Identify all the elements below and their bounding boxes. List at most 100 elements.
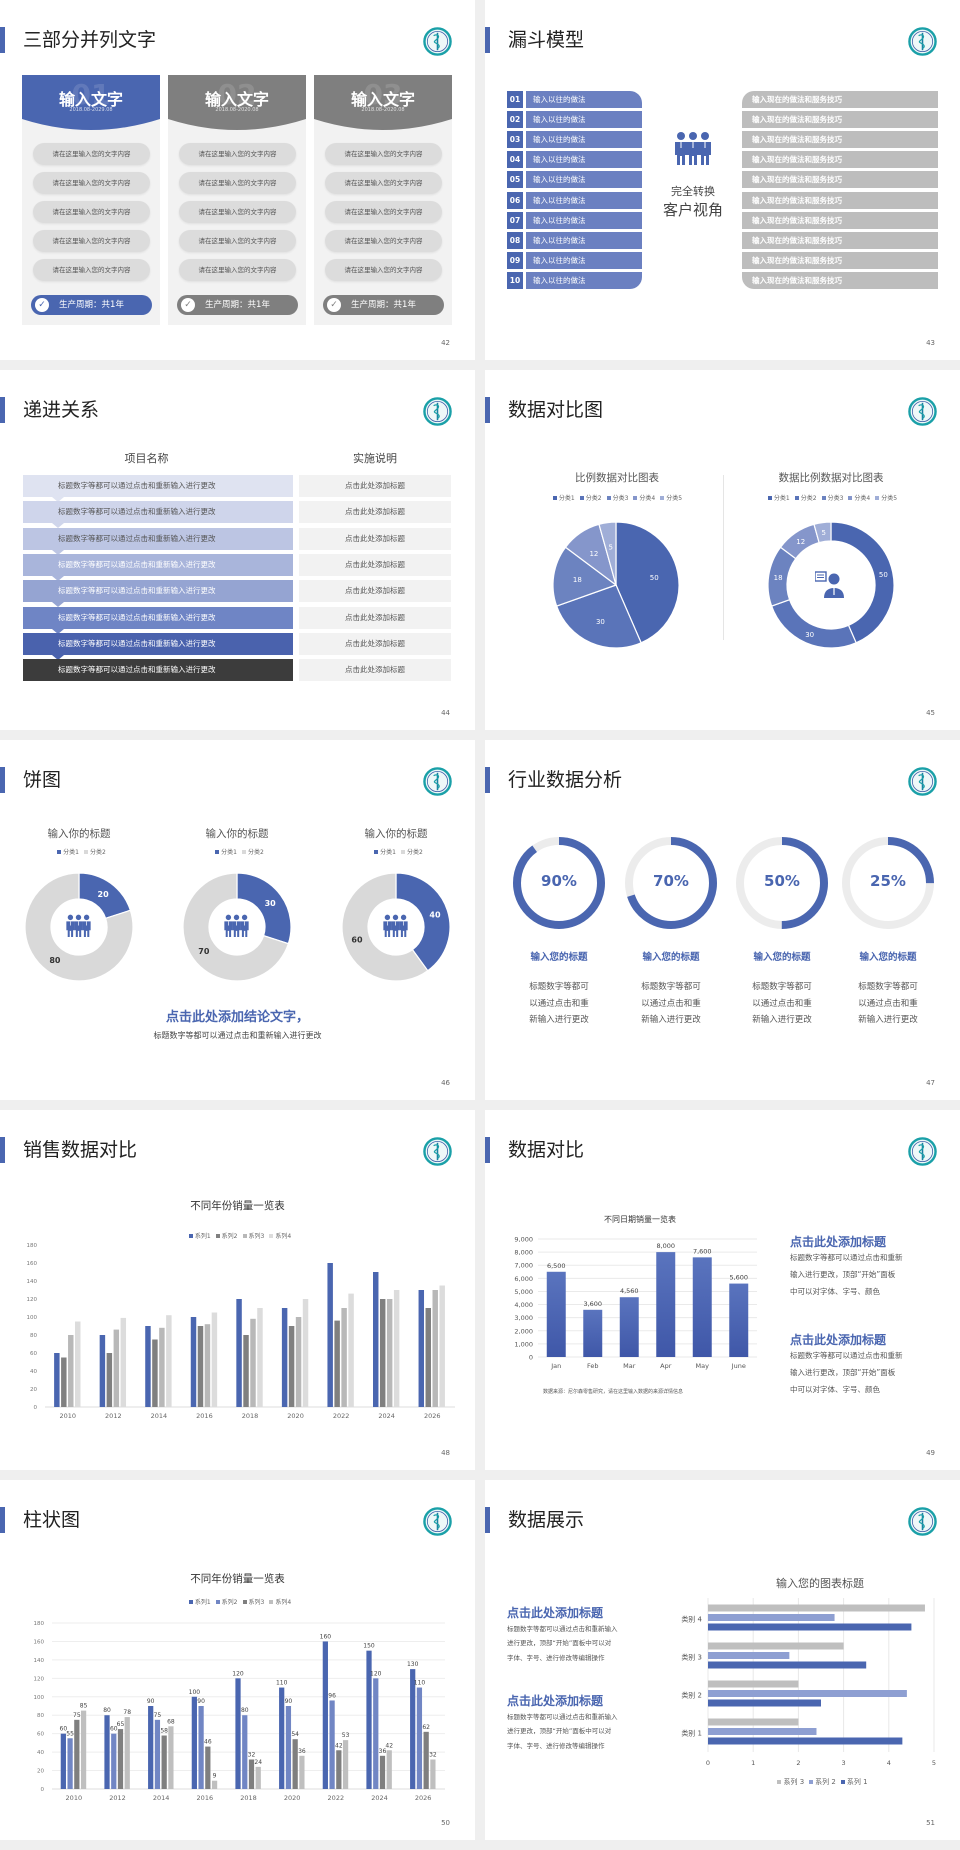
chevron-notch <box>52 497 64 502</box>
block-heading[interactable]: 点击此处添加标题 <box>790 1333 887 1347</box>
slide-47[interactable]: 行业数据分析 47 90% 输入您的标题 标题数字等都可 以通过点击和重 新输入进行更改 70… <box>485 740 960 1100</box>
y-tick-label: 140 <box>27 1279 38 1285</box>
bar-value-label: 58 <box>160 1728 168 1735</box>
bar-系列2-2012 <box>111 1733 117 1789</box>
step-number: 08 <box>507 231 523 249</box>
slide-50[interactable]: 柱状图 50 不同年份销量一览表 系列1 系列2 系列3 系列4 0 20 40 60 80 100 12… <box>0 1480 475 1840</box>
ring-description: 新输入进行更改 <box>529 1015 589 1025</box>
legend-item[interactable]: 分类2 <box>790 495 817 502</box>
slide-49[interactable]: 数据对比 49 不同日期销量一览表 0 1,000 2,000 3,000 4,000 5,00… <box>485 1110 960 1470</box>
y-tick-label: 40 <box>30 1369 37 1375</box>
legend-label: 分类1 <box>63 849 79 856</box>
y-tick-label: 120 <box>27 1297 38 1303</box>
chevron-notch <box>52 523 64 529</box>
bar-系列 3-类别 3 <box>708 1642 844 1650</box>
check-icon: ✓ <box>181 298 195 312</box>
text-pill: 请在这里输入您的文字内容 <box>179 259 296 281</box>
bar-value-label: 62 <box>422 1724 430 1731</box>
legend-item[interactable]: 系列3 <box>238 1599 264 1606</box>
legend-item[interactable]: 系列4 <box>264 1233 291 1240</box>
slide-45[interactable]: 数据对比图 45 比例数据对比图表 数据比例数据对比图表 分类1 分类2 分类3 分类4 分类5… <box>485 370 960 730</box>
legend-item[interactable]: 系列1 <box>184 1233 211 1240</box>
slide-51[interactable]: 数据展示 51 点击此处添加标题 标题数字等都可以通过点击和重新输入 进行更改，顶部“开… <box>485 1480 960 1840</box>
legend-item[interactable]: 分类1 <box>548 495 575 502</box>
legend-item[interactable]: 分类5 <box>870 495 897 502</box>
column-card: 03 输入文字 2018.08-2020.08 请在这里输入您的文字内容 请在这里输入您… <box>314 75 452 325</box>
legend-item[interactable]: 系列 2 <box>804 1778 836 1786</box>
bar-value-label: 42 <box>335 1742 343 1749</box>
legend-item[interactable]: 系列2 <box>211 1233 238 1240</box>
legend-item[interactable]: 分类2 <box>575 495 602 502</box>
slide-43[interactable]: 漏斗模型 43 01 输入以往的做法 02 输入以往的做法 03 输入以往的做法 04 输入以往的… <box>485 0 960 360</box>
bar-系列4-2010 <box>80 1710 87 1789</box>
chevron-notch <box>52 549 64 555</box>
text-pill: 请在这里输入您的文字内容 <box>325 143 442 165</box>
legend-item[interactable]: 分类1 <box>52 849 79 856</box>
legend-item[interactable]: 系列1 <box>184 1599 211 1606</box>
legend-item[interactable]: 系列3 <box>238 1233 264 1240</box>
x-tick-label: 2020 <box>284 1794 301 1802</box>
card-number-watermark: 03 <box>363 78 403 111</box>
block-text: 标题数字等都可以通过点击和重新 <box>790 1253 903 1262</box>
block-text: 字体、字号、进行修改等编辑操作 <box>507 1741 605 1750</box>
legend-swatch <box>242 850 246 854</box>
legend-item[interactable]: 分类5 <box>655 495 682 502</box>
legend-label: 分类2 <box>407 849 423 856</box>
progression-step: 标题数字等都可以通过点击和重新输入进行更改 <box>23 475 293 497</box>
progression-step: 标题数字等都可以通过点击和重新输入进行更改 <box>23 553 293 576</box>
bar-系列3-2010 <box>74 1719 80 1789</box>
slice-value-label: 50 <box>650 574 659 582</box>
text-pill: 请在这里输入您的文字内容 <box>325 172 442 194</box>
legend-swatch <box>242 1234 247 1238</box>
legend-item[interactable]: 系列 1 <box>836 1778 868 1786</box>
bar-系列4-2010 <box>75 1321 81 1407</box>
medical-logo-icon <box>423 1507 452 1536</box>
x-tick-label: 2018 <box>242 1412 259 1420</box>
title-accent-bar <box>485 1137 490 1163</box>
bar-系列1-2018 <box>235 1678 241 1789</box>
slide-48[interactable]: 销售数据对比 48 不同年份销量一览表 系列1 系列2 系列3 系列4 0 20 40 60 80 10… <box>0 1110 475 1470</box>
bar-value-label: 36 <box>298 1748 306 1755</box>
legend-item[interactable]: 分类1 <box>210 849 237 856</box>
block-heading[interactable]: 点击此处添加标题 <box>507 1694 604 1708</box>
legend-swatch <box>875 496 880 500</box>
legend-item[interactable]: 分类3 <box>817 495 843 502</box>
legend-item[interactable]: 分类1 <box>763 495 790 502</box>
y-tick-label: 100 <box>34 1695 45 1701</box>
y-category-label: 类别 3 <box>681 1653 702 1662</box>
legend-item[interactable]: 系列 3 <box>772 1778 804 1786</box>
ring-title: 输入您的标题 <box>753 952 811 963</box>
slide-42[interactable]: 三部分并列文字 42 01 输入文字 2018.08-2029.08 请在这里输入您的文字… <box>0 0 475 360</box>
legend-item[interactable]: 系列4 <box>264 1599 291 1606</box>
block-heading[interactable]: 点击此处添加标题 <box>790 1235 887 1249</box>
slice-value-label: 5 <box>608 543 612 551</box>
past-method-bar: 输入以往的做法 <box>526 91 642 108</box>
y-tick-label: 60 <box>30 1351 37 1357</box>
block-heading[interactable]: 点击此处添加标题 <box>507 1606 604 1620</box>
legend-item[interactable]: 分类2 <box>396 849 423 856</box>
legend-label: 系列1 <box>194 1599 211 1606</box>
legend-item[interactable]: 分类3 <box>602 495 628 502</box>
bar-June <box>729 1283 749 1357</box>
pie-slice-分类2 <box>24 872 134 982</box>
legend-label: 分类5 <box>881 495 898 502</box>
slide-44[interactable]: 递进关系 44 项目名称 实施说明 标题数字等都可以通过点击和重新输入进行更改 点击此处添… <box>0 370 475 730</box>
slide-46[interactable]: 饼图 46 20 80 30 70 40 60 输入你的标题 分类1 分类2 输入你的标题 分类1 分类2… <box>0 740 475 1100</box>
legend-label: 分类1 <box>221 849 237 856</box>
data-source-note: 数据来源：尼尔森零售研究，请在这里输入数据的来源详情信息 <box>543 1389 684 1395</box>
donut-title: 输入你的标题 <box>47 828 111 840</box>
x-tick-label: 2024 <box>378 1412 395 1420</box>
title-accent-bar <box>0 27 5 53</box>
legend-item[interactable]: 分类4 <box>628 495 655 502</box>
x-tick-label: 2 <box>796 1759 800 1767</box>
step-number: 06 <box>507 191 523 209</box>
bar-value-label: 32 <box>248 1751 256 1758</box>
block-text: 输入进行更改，顶部“开始”面板 <box>790 1368 896 1377</box>
card-header-shape <box>22 75 160 141</box>
legend-item[interactable]: 分类1 <box>369 849 396 856</box>
legend-item[interactable]: 分类2 <box>237 849 264 856</box>
legend-item[interactable]: 分类4 <box>843 495 870 502</box>
ring-description: 标题数字等都可 <box>858 982 918 992</box>
legend-item[interactable]: 系列2 <box>211 1599 238 1606</box>
legend-item[interactable]: 分类2 <box>79 849 106 856</box>
